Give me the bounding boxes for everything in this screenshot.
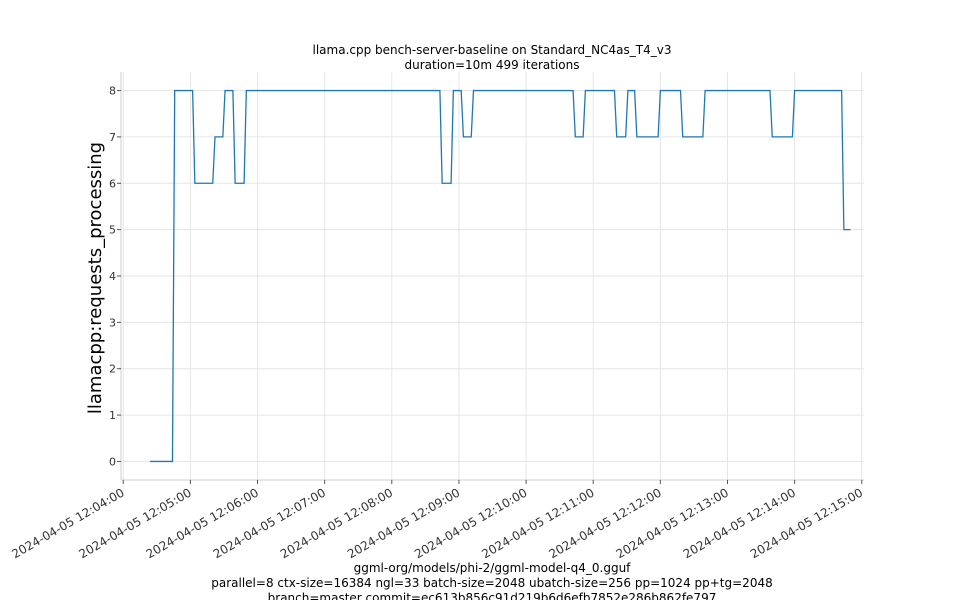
series <box>150 89 851 463</box>
footer-branch: branch=master commit=ec613b856c91d219b6d… <box>268 591 717 600</box>
x-tick-label: 2024-04-05 12:05:00 <box>76 485 193 561</box>
footer-params: parallel=8 ctx-size=16384 ngl=33 batch-s… <box>211 576 772 590</box>
x-tick-label: 2024-04-05 12:04:00 <box>9 485 126 561</box>
x-tick-label: 2024-04-05 12:15:00 <box>748 485 865 561</box>
y-tick-label: 7 <box>109 131 116 144</box>
x-tick-label: 2024-04-05 12:09:00 <box>345 485 462 561</box>
y-tick-label: 3 <box>109 316 116 329</box>
chart-title: llama.cpp bench-server-baseline on Stand… <box>313 43 672 57</box>
y-tick-label: 2 <box>109 363 116 376</box>
x-tick-label: 2024-04-05 12:06:00 <box>144 485 261 561</box>
x-tick-label: 2024-04-05 12:08:00 <box>278 485 395 561</box>
series-line <box>150 89 851 463</box>
x-tick-label: 2024-04-05 12:14:00 <box>681 485 798 561</box>
y-tick-label: 0 <box>109 455 116 468</box>
footer-model: ggml-org/models/phi-2/ggml-model-q4_0.gg… <box>354 561 632 575</box>
chart-subtitle: duration=10m 499 iterations <box>405 58 580 72</box>
y-tick-label: 5 <box>109 224 116 237</box>
y-axis-label: llamacpp:requests_processing <box>85 142 106 414</box>
y-tick-label: 1 <box>109 409 116 422</box>
grid <box>121 72 864 480</box>
x-tick-label: 2024-04-05 12:10:00 <box>412 485 529 561</box>
y-tick-label: 4 <box>109 270 116 283</box>
x-tick-label: 2024-04-05 12:07:00 <box>211 485 328 561</box>
x-tick-label: 2024-04-05 12:13:00 <box>614 485 731 561</box>
x-tick-label: 2024-04-05 12:11:00 <box>479 485 596 561</box>
y-tick-label: 8 <box>109 85 116 98</box>
x-tick-label: 2024-04-05 12:12:00 <box>546 485 663 561</box>
y-tick-label: 6 <box>109 177 116 190</box>
y-ticks: 0 1 2 3 4 5 6 7 8 <box>109 85 121 468</box>
